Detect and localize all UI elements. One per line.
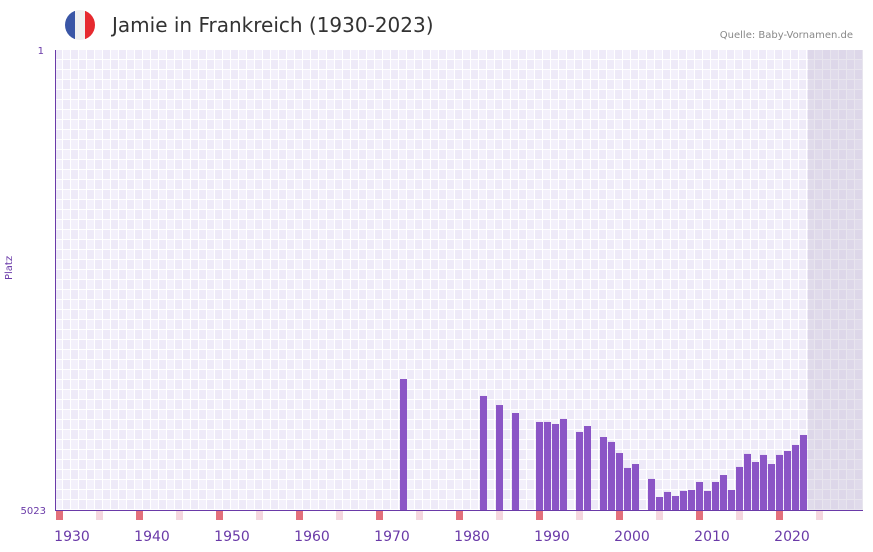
bar-2021[interactable]: [784, 451, 791, 510]
bar-1991[interactable]: [544, 421, 551, 510]
year-marker-1970: [376, 511, 383, 520]
x-tick-1940: 1940: [134, 529, 170, 545]
year-marker-1980: [456, 511, 463, 520]
year-marker-1930: [56, 511, 63, 520]
bar-1983[interactable]: [480, 395, 487, 510]
bar-2005[interactable]: [656, 496, 663, 510]
year-marker-2015: [736, 511, 743, 520]
bar-2007[interactable]: [672, 495, 679, 510]
bar-1973[interactable]: [400, 379, 407, 510]
bar-2000[interactable]: [616, 453, 623, 510]
y-tick-top: 1: [38, 46, 44, 57]
bar-1990[interactable]: [536, 421, 543, 510]
bar-1992[interactable]: [552, 423, 559, 510]
x-tick-1960: 1960: [294, 529, 330, 545]
year-marker-1985: [496, 511, 503, 520]
bar-1987[interactable]: [512, 412, 519, 510]
france-flag-icon: [65, 10, 95, 40]
x-tick-1970: 1970: [374, 529, 410, 545]
x-tick-1990: 1990: [534, 529, 570, 545]
year-marker-1995: [576, 511, 583, 520]
bar-2019[interactable]: [768, 464, 775, 510]
year-marker-1945: [176, 511, 183, 520]
year-marker-1990: [536, 511, 543, 520]
bar-2012[interactable]: [712, 481, 719, 510]
bar-1999[interactable]: [608, 441, 615, 510]
bar-2014[interactable]: [728, 489, 735, 510]
plot-background: [55, 50, 863, 510]
year-marker-2025: [816, 511, 823, 520]
bar-2022[interactable]: [792, 444, 799, 510]
bar-2020[interactable]: [776, 454, 783, 510]
year-marker-2020: [776, 511, 783, 520]
bar-2018[interactable]: [760, 454, 767, 510]
bar-1985[interactable]: [496, 405, 503, 510]
bar-2023[interactable]: [800, 434, 807, 510]
chart-title: Jamie in Frankreich (1930-2023): [112, 13, 434, 37]
year-marker-1940: [136, 511, 143, 520]
year-marker-1935: [96, 511, 103, 520]
bar-2008[interactable]: [680, 490, 687, 510]
source-link[interactable]: Quelle: Baby-Vornamen.de: [719, 30, 853, 41]
x-tick-2000: 2000: [614, 529, 650, 545]
bar-2015[interactable]: [736, 466, 743, 510]
x-tick-2020: 2020: [774, 529, 810, 545]
bar-2004[interactable]: [648, 478, 655, 510]
bar-2006[interactable]: [664, 491, 671, 510]
year-marker-2000: [616, 511, 623, 520]
year-marker-1950: [216, 511, 223, 520]
future-shade: [808, 50, 863, 510]
x-tick-2010: 2010: [694, 529, 730, 545]
bar-2009[interactable]: [688, 489, 695, 510]
bar-2013[interactable]: [720, 475, 727, 510]
year-marker-1965: [336, 511, 343, 520]
bar-1995[interactable]: [576, 431, 583, 510]
bar-1996[interactable]: [584, 426, 591, 510]
x-tick-1930: 1930: [54, 529, 90, 545]
year-marker-1955: [256, 511, 263, 520]
bar-1998[interactable]: [600, 436, 607, 510]
bar-2010[interactable]: [696, 481, 703, 510]
year-marker-2005: [656, 511, 663, 520]
bar-2002[interactable]: [632, 464, 639, 510]
bar-1993[interactable]: [560, 418, 567, 510]
year-marker-2010: [696, 511, 703, 520]
year-marker-1960: [296, 511, 303, 520]
x-tick-1950: 1950: [214, 529, 250, 545]
year-marker-1975: [416, 511, 423, 520]
bar-2011[interactable]: [704, 490, 711, 510]
x-tick-1980: 1980: [454, 529, 490, 545]
bar-2001[interactable]: [624, 467, 631, 510]
bar-2016[interactable]: [744, 453, 751, 510]
bar-2017[interactable]: [752, 462, 759, 510]
y-tick-bottom: 5023: [21, 506, 46, 517]
